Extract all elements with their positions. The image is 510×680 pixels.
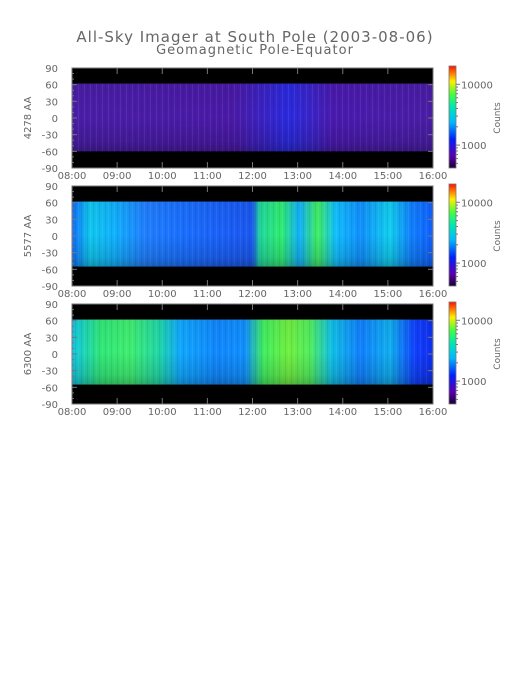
y-axis-label: 5577 AA [23,215,34,258]
y-tick-label: -30 [42,249,58,260]
colorbar-tick-label: 10000 [461,316,493,327]
x-tick-label: 12:00 [238,289,267,300]
x-tick-label: 15:00 [373,171,402,182]
x-tick-label: 11:00 [193,171,222,182]
x-tick-label: 09:00 [103,289,132,300]
x-tick-label: 16:00 [419,289,448,300]
colorbar-label: Counts [493,220,503,252]
colorbar-frame [448,65,457,169]
colorbar-tick-label: 10000 [461,198,493,209]
x-tick-label: 10:00 [148,171,177,182]
x-tick-label: 14:00 [328,289,357,300]
colorbar-tick-label: 1000 [461,141,486,152]
x-tick-label: 14:00 [328,171,357,182]
heatmap-shading [72,83,433,152]
y-tick-label: 0 [52,232,58,243]
y-tick-label: -30 [42,367,58,378]
colorbar-tick-label: 1000 [461,377,486,388]
y-axis-label: 6300 AA [23,333,34,376]
y-tick-label: -30 [42,131,58,142]
x-tick-label: 11:00 [193,407,222,418]
x-tick-label: 13:00 [283,289,312,300]
y-tick-label: -90 [42,400,58,411]
x-tick-label: 15:00 [373,407,402,418]
y-tick-label: -90 [42,282,58,293]
y-tick-label: 60 [45,317,58,328]
chart-title: All-Sky Imager at South Pole (2003-08-06… [76,28,434,46]
x-tick-label: 13:00 [283,407,312,418]
x-tick-label: 09:00 [103,171,132,182]
y-tick-label: 60 [45,199,58,210]
x-tick-label: 08:00 [58,407,87,418]
x-tick-label: 12:00 [238,407,267,418]
x-tick-label: 10:00 [148,289,177,300]
y-tick-label: 0 [52,350,58,361]
y-tick-label: 90 [45,64,58,75]
y-tick-label: -60 [42,383,58,394]
y-tick-label: 30 [45,215,58,226]
x-tick-label: 16:00 [419,171,448,182]
y-tick-label: 60 [45,81,58,92]
x-tick-label: 08:00 [58,289,87,300]
y-tick-label: 90 [45,182,58,193]
y-tick-label: 0 [52,114,58,125]
x-tick-label: 16:00 [419,407,448,418]
colorbar-label: Counts [493,338,503,370]
heatmap-shading [72,319,433,385]
x-tick-label: 11:00 [193,289,222,300]
x-tick-label: 09:00 [103,407,132,418]
x-tick-label: 10:00 [148,407,177,418]
heatmap-shading [72,201,433,267]
colorbar-tick-label: 1000 [461,259,486,270]
y-tick-label: 30 [45,97,58,108]
y-tick-label: 30 [45,333,58,344]
y-tick-label: 90 [45,300,58,311]
x-tick-label: 14:00 [328,407,357,418]
y-tick-label: -90 [42,164,58,175]
colorbar [449,66,456,168]
colorbar-label: Counts [493,102,503,134]
x-tick-label: 15:00 [373,289,402,300]
x-tick-label: 13:00 [283,171,312,182]
colorbar-tick-label: 10000 [461,80,493,91]
colorbar [449,302,456,404]
colorbar [449,184,456,286]
x-tick-label: 08:00 [58,171,87,182]
y-tick-label: -60 [42,147,58,158]
colorbar-frame [448,183,457,287]
y-axis-label: 4278 AA [23,97,34,140]
colorbar-frame [448,301,457,405]
y-tick-label: -60 [42,265,58,276]
x-tick-label: 12:00 [238,171,267,182]
chart-subtitle: Geomagnetic Pole-Equator [156,43,354,58]
